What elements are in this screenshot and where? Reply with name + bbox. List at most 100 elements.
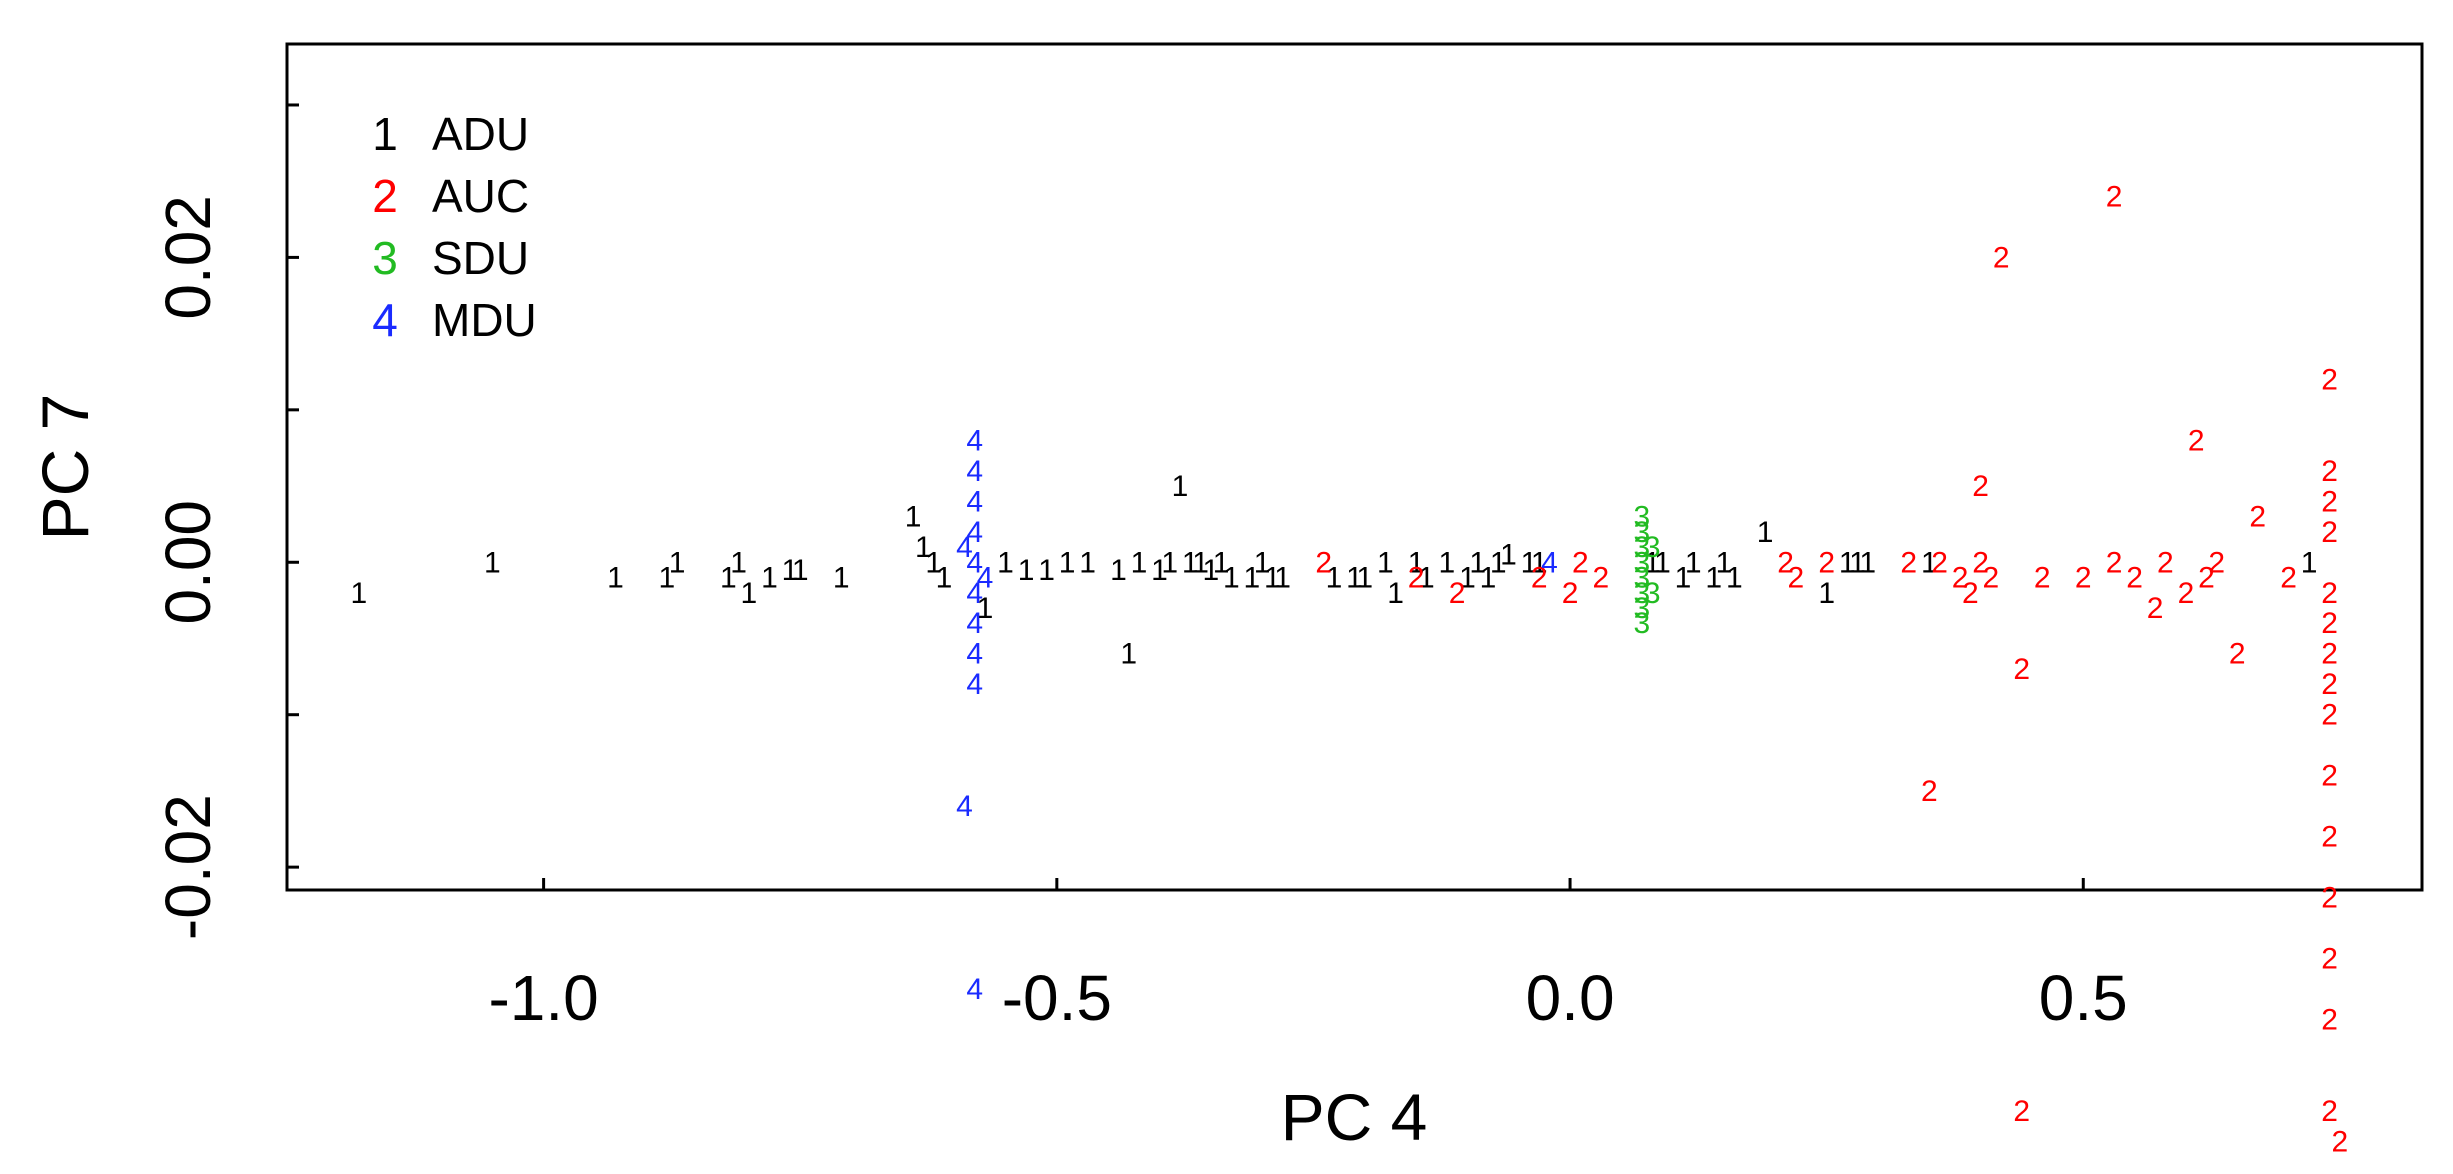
data-point-adu: 1 [1480, 562, 1497, 595]
data-point-adu: 1 [905, 501, 922, 534]
data-point-auc: 2 [2106, 546, 2123, 579]
data-point-mdu: 4 [966, 485, 983, 518]
data-point-auc: 2 [2321, 607, 2338, 640]
legend: 1 ADU 2 AUC 3 SDU 4 MDU [372, 108, 537, 346]
data-point-auc: 2 [2332, 1126, 2349, 1159]
data-point-adu: 1 [1408, 546, 1425, 579]
data-point-adu: 1 [1418, 562, 1435, 595]
data-point-adu: 1 [1038, 554, 1055, 587]
data-point-auc: 2 [2321, 455, 2338, 488]
data-point-adu: 1 [761, 562, 778, 595]
data-point-auc: 2 [1921, 775, 1938, 808]
data-point-auc: 2 [2321, 699, 2338, 732]
legend-symbol-mdu: 4 [372, 294, 398, 346]
data-point-auc: 2 [2321, 668, 2338, 701]
data-point-adu: 1 [1675, 562, 1692, 595]
data-point-adu: 1 [1726, 562, 1743, 595]
data-point-sdu: 3 [1634, 501, 1651, 534]
data-point-adu: 1 [1685, 546, 1702, 579]
data-point-mdu: 4 [966, 546, 983, 579]
data-point-adu: 1 [1839, 546, 1856, 579]
data-point-adu: 1 [1264, 562, 1281, 595]
data-point-auc: 2 [1900, 546, 1917, 579]
data-point-mdu: 4 [966, 577, 983, 610]
data-point-adu: 1 [792, 554, 809, 587]
data-point-adu: 1 [1110, 554, 1127, 587]
data-point-auc: 2 [1818, 546, 1835, 579]
data-point-auc: 2 [2321, 485, 2338, 518]
x-tick-label: 0.5 [2039, 962, 2128, 1034]
data-point-adu: 1 [1151, 554, 1168, 587]
data-point-auc: 2 [1315, 546, 1332, 579]
data-point-adu: 1 [607, 562, 624, 595]
data-point-auc: 2 [1788, 562, 1805, 595]
data-point-auc: 2 [1449, 577, 1466, 610]
data-point-auc: 2 [2321, 1004, 2338, 1037]
data-point-adu: 1 [1018, 554, 1035, 587]
data-point-mdu: 4 [977, 562, 994, 595]
data-point-sdu: 3 [1634, 607, 1651, 640]
data-point-adu: 1 [1644, 546, 1661, 579]
data-point-auc: 2 [1983, 562, 2000, 595]
data-point-auc: 2 [2013, 653, 2030, 686]
data-point-adu: 1 [669, 546, 686, 579]
x-axis: -1.0 -0.5 0.0 0.5 [488, 878, 2128, 1034]
data-point-adu: 1 [1120, 638, 1137, 671]
data-point-adu: 1 [925, 546, 942, 579]
data-point-adu: 1 [1254, 546, 1271, 579]
data-point-auc: 2 [1777, 546, 1794, 579]
data-point-adu: 1 [1346, 562, 1363, 595]
data-point-adu: 1 [351, 577, 368, 610]
data-point-adu: 1 [730, 546, 747, 579]
data-point-adu: 1 [1859, 546, 1876, 579]
data-point-mdu: 4 [966, 607, 983, 640]
data-point-auc: 2 [1972, 470, 1989, 503]
data-point-adu: 1 [720, 562, 737, 595]
data-point-auc: 2 [1952, 562, 1969, 595]
data-point-sdu: 3 [1644, 531, 1661, 564]
data-point-auc: 2 [1562, 577, 1579, 610]
data-point-adu: 1 [1818, 577, 1835, 610]
data-point-adu: 1 [1716, 546, 1733, 579]
data-point-adu: 1 [1172, 470, 1189, 503]
y-axis: -0.02 0.00 0.02 [152, 103, 299, 940]
data-point-adu: 1 [997, 546, 1014, 579]
data-point-auc: 2 [2229, 638, 2246, 671]
data-point-mdu: 4 [966, 668, 983, 701]
data-point-sdu: 3 [1634, 577, 1651, 610]
legend-label-adu: ADU [432, 108, 529, 160]
data-point-auc: 2 [2013, 1095, 2030, 1128]
data-point-adu: 1 [2301, 546, 2318, 579]
data-point-mdu: 4 [1541, 546, 1558, 579]
data-point-adu: 1 [1439, 546, 1456, 579]
data-point-adu: 1 [1921, 546, 1938, 579]
x-tick-label: 0.0 [1526, 962, 1615, 1034]
data-point-auc: 2 [2321, 943, 2338, 976]
data-point-mdu: 4 [956, 790, 973, 823]
data-point-auc: 2 [2075, 562, 2092, 595]
data-point-auc: 2 [2147, 592, 2164, 625]
legend-symbol-sdu: 3 [372, 232, 398, 284]
data-point-adu: 1 [1387, 577, 1404, 610]
data-point-adu: 1 [1654, 546, 1671, 579]
data-point-auc: 2 [1572, 546, 1589, 579]
data-point-adu: 1 [915, 531, 932, 564]
data-point-adu: 1 [1521, 546, 1538, 579]
data-point-adu: 1 [1459, 562, 1476, 595]
data-point-adu: 1 [1131, 546, 1148, 579]
data-point-auc: 2 [2321, 363, 2338, 396]
data-point-adu: 1 [1490, 546, 1507, 579]
data-point-auc: 2 [2249, 501, 2266, 534]
data-point-auc: 2 [2321, 577, 2338, 610]
data-point-sdu: 3 [1634, 516, 1651, 549]
x-tick-label: -1.0 [488, 962, 598, 1034]
data-point-auc: 2 [2321, 516, 2338, 549]
legend-label-mdu: MDU [432, 294, 537, 346]
x-tick-label: -0.5 [1002, 962, 1112, 1034]
data-point-adu: 1 [1849, 546, 1866, 579]
data-point-adu: 1 [1326, 562, 1343, 595]
data-point-auc: 2 [2208, 546, 2225, 579]
legend-label-auc: AUC [432, 170, 529, 222]
data-point-mdu: 4 [966, 516, 983, 549]
